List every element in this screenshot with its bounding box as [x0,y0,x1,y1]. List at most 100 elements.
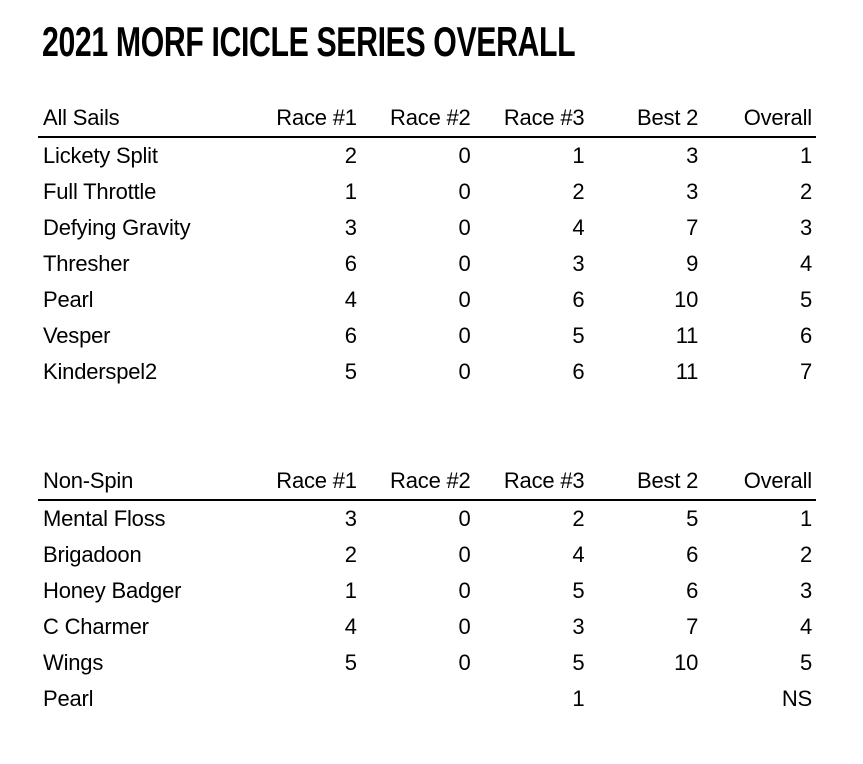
results-document: 2021 MORF ICICLE SERIES OVERALL All Sail… [0,0,863,717]
table-row: Full Throttle 1 0 2 3 2 [38,174,816,210]
table-row: Defying Gravity 3 0 4 7 3 [38,210,816,246]
table-row: Lickety Split 2 0 1 3 1 [38,138,816,174]
overall-rank: 5 [799,287,812,312]
race-2-score: 0 [458,614,471,639]
page-title: 2021 MORF ICICLE SERIES OVERALL [0,0,863,64]
best-2-score: 3 [686,179,699,204]
column-header-race-3: Race #3 [503,105,585,130]
boat-name: Vesper [43,323,111,348]
race-2-score: 0 [458,506,471,531]
boat-name: Lickety Split [43,143,158,168]
race-1-score: 2 [344,143,357,168]
table-row: C Charmer 4 0 3 7 4 [38,609,816,645]
race-2-score: 0 [458,323,471,348]
overall-rank: 1 [799,506,812,531]
column-header-race-1: Race #1 [276,468,357,493]
table-row: Mental Floss 3 0 2 5 1 [38,501,816,537]
boat-name: Defying Gravity [43,215,191,240]
race-2-score [361,681,475,717]
best-2-score: 7 [686,614,699,639]
overall-rank: 7 [799,359,812,384]
overall-rank: NS [781,686,812,711]
race-3-score: 5 [572,650,585,675]
boat-name: C Charmer [43,614,149,639]
race-3-score: 2 [572,506,585,531]
race-2-score: 0 [458,578,471,603]
race-3-score: 3 [572,614,585,639]
all-sails-table: All Sails Race #1 Race #2 Race #3 Best 2… [38,100,816,390]
race-3-score: 1 [572,143,585,168]
race-1-score: 4 [344,614,357,639]
race-2-score: 0 [458,542,471,567]
boat-name: Thresher [43,251,130,276]
column-header-best-2: Best 2 [637,105,699,130]
race-2-score: 0 [458,179,471,204]
overall-rank: 5 [799,650,812,675]
overall-rank: 3 [799,578,812,603]
best-2-score: 10 [674,287,699,312]
race-3-score: 4 [572,215,585,240]
race-3-score: 2 [572,179,585,204]
race-2-score: 0 [458,359,471,384]
boat-name: Brigadoon [43,542,142,567]
race-3-score: 4 [572,542,585,567]
best-2-score: 5 [686,506,699,531]
table-row: Thresher 6 0 3 9 4 [38,246,816,282]
overall-rank: 3 [799,215,812,240]
column-header-race-1: Race #1 [276,105,357,130]
race-2-score: 0 [458,215,471,240]
page-title-text: 2021 MORF ICICLE SERIES OVERALL [42,18,576,65]
best-2-score: 6 [686,542,699,567]
race-1-score: 1 [344,179,357,204]
column-header-race-3: Race #3 [503,468,585,493]
race-2-score: 0 [458,287,471,312]
race-1-score: 1 [344,578,357,603]
all-sails-table-label: All Sails [43,105,120,130]
table-row: Brigadoon 2 0 4 6 2 [38,537,816,573]
overall-rank: 2 [799,179,812,204]
boat-name: Honey Badger [43,578,182,603]
column-header-best-2: Best 2 [637,468,699,493]
boat-name: Kinderspel2 [43,359,157,384]
race-1-score [247,681,361,717]
race-2-score: 0 [458,251,471,276]
boat-name: Full Throttle [43,179,157,204]
race-3-score: 5 [572,578,585,603]
race-3-score: 1 [572,686,585,711]
table-row: Pearl 1 NS [38,681,816,717]
race-2-score: 0 [458,143,471,168]
overall-rank: 1 [799,143,812,168]
column-header-race-2: Race #2 [390,105,471,130]
best-2-score: 11 [675,323,699,348]
best-2-score: 3 [686,143,699,168]
race-3-score: 6 [572,359,585,384]
race-3-score: 6 [572,287,585,312]
non-spin-header-row: Non-Spin Race #1 Race #2 Race #3 Best 2 … [38,463,816,501]
column-header-race-2: Race #2 [390,468,471,493]
table-row: Pearl 4 0 6 10 5 [38,282,816,318]
race-1-score: 6 [344,251,357,276]
column-header-overall: Overall [743,105,812,130]
race-1-score: 6 [344,323,357,348]
race-1-score: 3 [344,215,357,240]
overall-rank: 4 [799,251,812,276]
boat-name: Wings [43,650,104,675]
table-row: Wings 5 0 5 10 5 [38,645,816,681]
non-spin-table-label: Non-Spin [43,468,134,493]
column-header-overall: Overall [743,468,812,493]
table-row: Vesper 6 0 5 11 6 [38,318,816,354]
race-1-score: 3 [344,506,357,531]
boat-name: Pearl [43,686,94,711]
race-2-score: 0 [458,650,471,675]
table-row: Honey Badger 1 0 5 6 3 [38,573,816,609]
boat-name: Mental Floss [43,506,166,531]
race-1-score: 5 [344,359,357,384]
boat-name: Pearl [43,287,94,312]
race-1-score: 5 [344,650,357,675]
all-sails-header-row: All Sails Race #1 Race #2 Race #3 Best 2… [38,100,816,138]
non-spin-table: Non-Spin Race #1 Race #2 Race #3 Best 2 … [38,463,816,717]
best-2-score: 6 [686,578,699,603]
best-2-score: 7 [686,215,699,240]
best-2-score: 11 [675,359,699,384]
race-1-score: 4 [344,287,357,312]
